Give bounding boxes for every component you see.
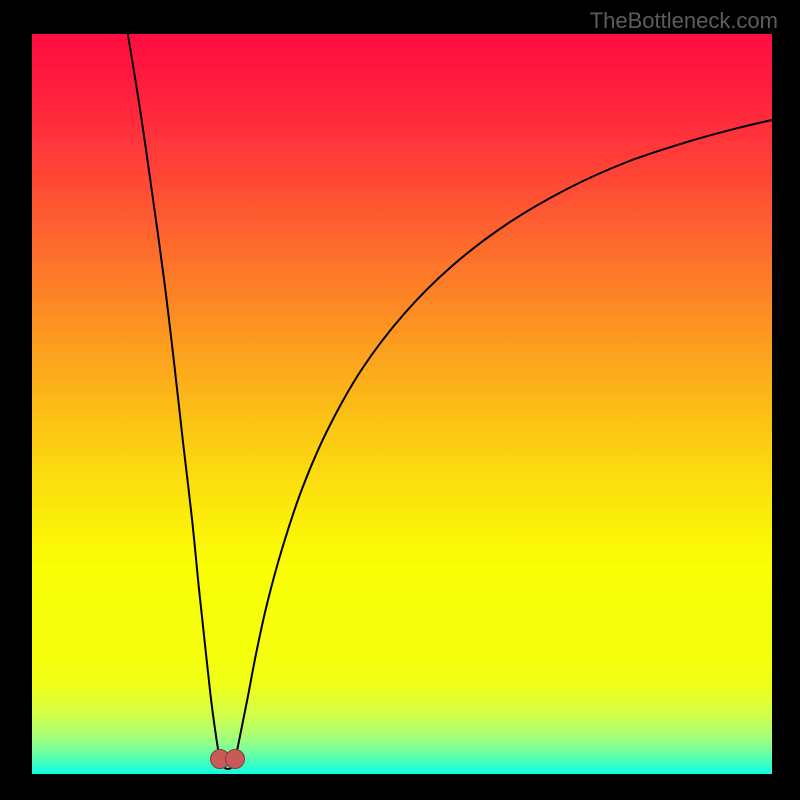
chart-root: TheBottleneck.com <box>0 0 800 800</box>
gradient-background <box>32 34 772 774</box>
watermark-text: TheBottleneck.com <box>590 8 778 34</box>
plot-area <box>32 34 772 774</box>
valley-marker-right <box>225 749 245 769</box>
bottleneck-curve <box>32 34 772 774</box>
